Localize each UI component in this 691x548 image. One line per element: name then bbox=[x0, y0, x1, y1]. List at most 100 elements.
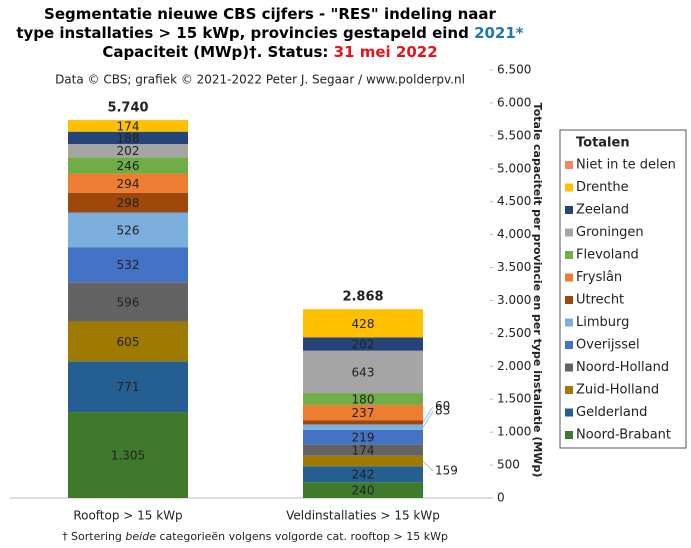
y-tick-label: 1.000 bbox=[497, 425, 531, 439]
title-part: 31 mei 2022 bbox=[334, 43, 438, 61]
leader-line bbox=[422, 460, 434, 472]
bar-segment bbox=[68, 361, 188, 413]
legend-label: Overijssel bbox=[576, 338, 640, 353]
bar-segment bbox=[68, 321, 188, 362]
bar-segment bbox=[303, 337, 423, 351]
bar-segment bbox=[303, 424, 423, 430]
footnote-part: beide bbox=[125, 530, 156, 543]
legend-swatch bbox=[565, 161, 573, 169]
legend-swatch bbox=[565, 296, 573, 304]
data-label: 219 bbox=[352, 431, 375, 445]
data-label: 174 bbox=[352, 444, 375, 458]
footnote: † Sortering beide categorieën volgens vo… bbox=[62, 530, 448, 543]
data-label: 526 bbox=[117, 223, 140, 237]
bar-segment bbox=[68, 131, 188, 145]
bar-segment bbox=[303, 444, 423, 456]
data-label: 60 bbox=[435, 399, 450, 413]
footnote-part: † Sortering bbox=[62, 530, 125, 543]
legend-swatch bbox=[565, 206, 573, 214]
legend-swatch bbox=[565, 341, 573, 349]
chart-title: Segmentatie nieuwe CBS cijfers - "RES" i… bbox=[44, 5, 496, 23]
subtitle: Data © CBS; grafiek © 2021-2022 Peter J.… bbox=[55, 73, 465, 87]
bar-segment bbox=[68, 157, 188, 174]
y-tick-label: 6.500 bbox=[497, 63, 531, 77]
legend-title: Totalen bbox=[576, 136, 630, 151]
bar-segment bbox=[303, 429, 423, 445]
legend-label: Zeeland bbox=[576, 203, 629, 218]
data-label: 428 bbox=[352, 317, 375, 331]
y-tick-label: 1.500 bbox=[497, 392, 531, 406]
y-tick-label: 2.000 bbox=[497, 359, 531, 373]
bar-segment bbox=[303, 455, 423, 467]
legend-label: Drenthe bbox=[576, 180, 629, 195]
legend-label: Utrecht bbox=[576, 293, 624, 308]
y-tick-label: 4.000 bbox=[497, 227, 531, 241]
legend-label: Fryslân bbox=[576, 270, 622, 285]
legend-label: Noord-Holland bbox=[576, 360, 669, 375]
legend-swatch bbox=[565, 363, 573, 372]
data-label: 180 bbox=[352, 392, 375, 406]
legend-swatch bbox=[565, 273, 573, 282]
bar-segment bbox=[303, 404, 423, 421]
y-tick-label: 0 bbox=[497, 491, 505, 505]
data-label: 242 bbox=[352, 468, 375, 482]
legend-swatch bbox=[565, 386, 573, 394]
data-label: 246 bbox=[117, 159, 140, 173]
y-tick-label: 5.000 bbox=[497, 161, 531, 175]
data-label: 202 bbox=[117, 144, 140, 158]
data-label: 605 bbox=[117, 335, 140, 349]
legend-label: Gelderland bbox=[576, 405, 647, 420]
bar-segment bbox=[303, 482, 423, 498]
bar-segment bbox=[68, 282, 188, 322]
legend-box bbox=[559, 129, 687, 449]
data-label: 294 bbox=[117, 177, 140, 191]
y-tick-label: 4.500 bbox=[497, 194, 531, 208]
data-label: 83 bbox=[435, 404, 450, 418]
data-label: 298 bbox=[117, 196, 140, 210]
chart-title: Capaciteit (MWp)†. Status: 31 mei 2022 bbox=[102, 43, 437, 61]
legend-swatch bbox=[565, 183, 573, 192]
y-tick-label: 3.500 bbox=[497, 260, 531, 274]
total-label: 5.740 bbox=[107, 101, 148, 116]
title-part: Capaciteit (MWp)†. Status: bbox=[102, 43, 333, 61]
leader-line bbox=[422, 406, 434, 423]
data-label: 643 bbox=[352, 365, 375, 379]
bar-segment bbox=[303, 420, 423, 425]
bar-segment bbox=[68, 144, 188, 158]
legend-swatch bbox=[565, 431, 573, 439]
title-part: Segmentatie nieuwe CBS cijfers - "RES" i… bbox=[44, 5, 496, 23]
bar-segment bbox=[68, 212, 188, 248]
legend-label: Groningen bbox=[576, 225, 644, 240]
y-tick-label: 2.500 bbox=[497, 326, 531, 340]
bar-segment bbox=[303, 350, 423, 394]
data-label: 188 bbox=[117, 131, 140, 145]
bar-segment bbox=[68, 173, 188, 193]
bar-segment bbox=[303, 466, 423, 483]
x-tick-label: Veldinstallaties > 15 kWp bbox=[286, 509, 440, 523]
bar-segment bbox=[303, 393, 423, 405]
total-label: 2.868 bbox=[342, 290, 383, 305]
legend-swatch bbox=[565, 251, 573, 259]
legend-label: Limburg bbox=[576, 315, 629, 330]
bar-segment bbox=[68, 120, 188, 132]
data-label: 532 bbox=[117, 258, 140, 272]
data-label: 596 bbox=[117, 295, 140, 309]
footnote-part: categorieën volgens volgorde cat. roofto… bbox=[156, 530, 448, 543]
data-label: 237 bbox=[352, 406, 375, 420]
y-tick-label: 500 bbox=[497, 458, 520, 472]
legend-label: Flevoland bbox=[576, 248, 639, 263]
y-axis-label: Totale capaciteit per provincie en per t… bbox=[531, 103, 544, 478]
legend-label: Niet in te delen bbox=[576, 158, 676, 173]
chart-title: type installaties > 15 kWp, provincies g… bbox=[16, 24, 523, 42]
data-label: 159 bbox=[435, 464, 458, 478]
x-tick-label: Rooftop > 15 kWp bbox=[73, 509, 182, 523]
data-label: 202 bbox=[352, 338, 375, 352]
y-tick-label: 5.500 bbox=[497, 128, 531, 142]
title-part: type installaties > 15 kWp, provincies g… bbox=[16, 24, 474, 42]
data-label: 1.305 bbox=[111, 449, 145, 463]
bar-segment bbox=[68, 412, 188, 498]
bar-segment bbox=[68, 247, 188, 283]
y-tick-label: 6.000 bbox=[497, 95, 531, 109]
data-label: 174 bbox=[117, 119, 140, 133]
